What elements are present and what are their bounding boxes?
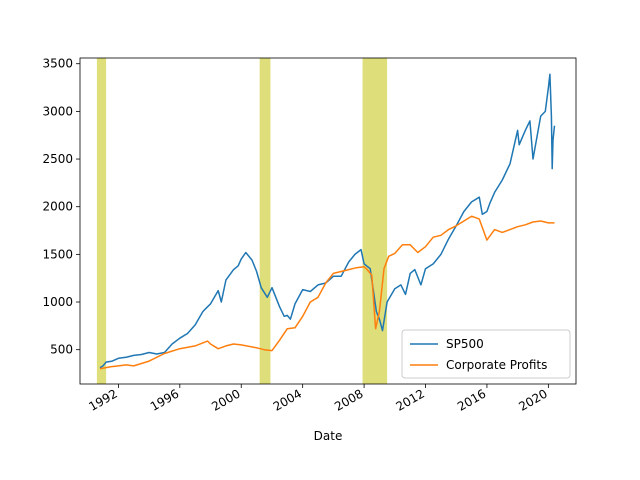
- y-tick-label: 2500: [42, 152, 73, 166]
- legend: SP500 Corporate Profits: [401, 329, 571, 379]
- series-lines: [99, 73, 556, 370]
- y-tick-label: 1500: [42, 247, 73, 261]
- recession-band-1: [259, 58, 271, 384]
- y-tick-label: 500: [50, 343, 73, 357]
- series-line-1: [99, 215, 555, 370]
- y-tick-label: 2000: [42, 200, 73, 214]
- recession-band-0: [96, 58, 107, 384]
- y-axis: 500 1000 1500 2000 2500 3000 3500: [42, 57, 80, 357]
- y-tick-label: 3000: [42, 104, 73, 118]
- y-tick-label: 1000: [42, 295, 73, 309]
- x-axis-label: Date: [314, 429, 343, 443]
- y-tick-label: 3500: [42, 57, 73, 71]
- series-line-0: [99, 73, 556, 369]
- legend-box: [401, 329, 571, 379]
- recession-band-2: [362, 58, 388, 384]
- legend-label-1: Corporate Profits: [446, 358, 547, 372]
- plot-frame: [79, 57, 577, 385]
- legend-label-0: SP500: [446, 337, 484, 351]
